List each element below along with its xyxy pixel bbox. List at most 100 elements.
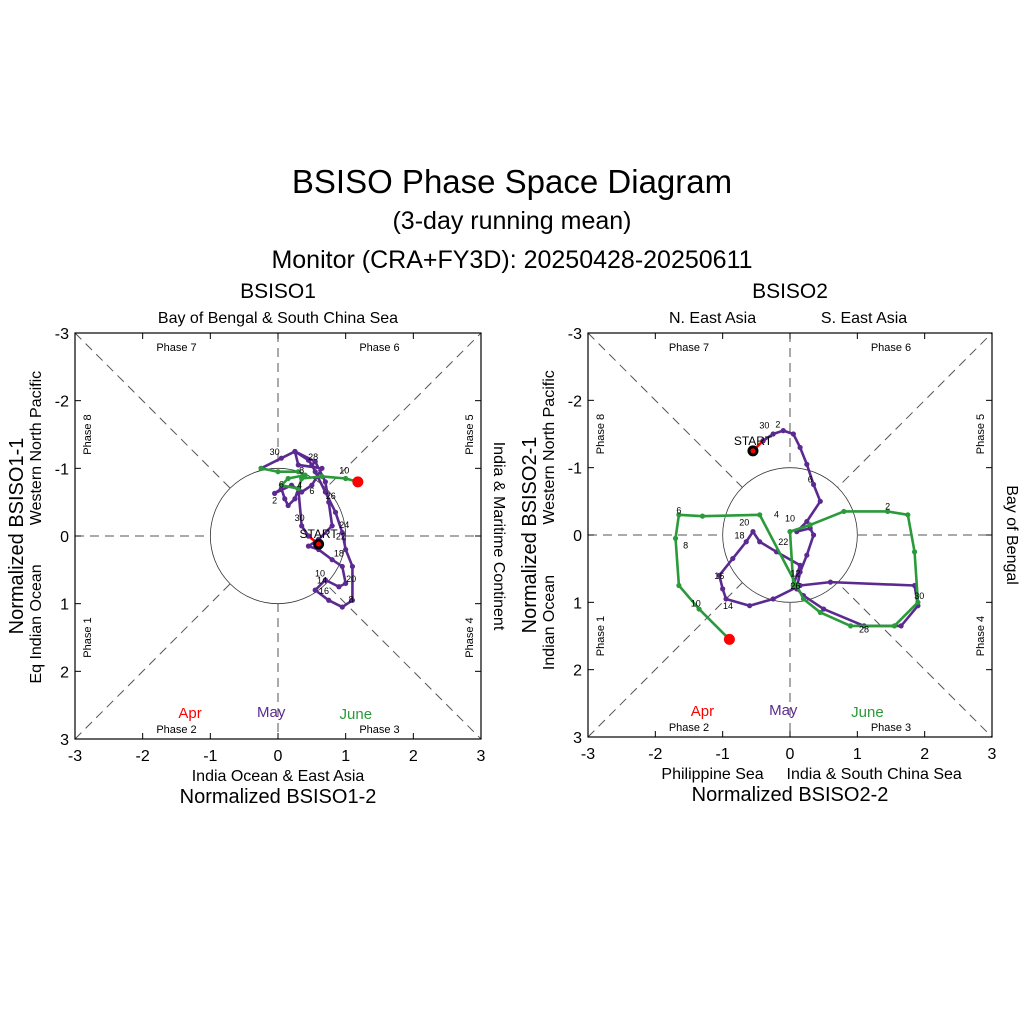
figure-title: BSISO Phase Space Diagram xyxy=(292,163,732,200)
day-point xyxy=(797,562,803,568)
day-point xyxy=(699,513,706,519)
day-label: 28 xyxy=(308,452,318,462)
x-tick-label: 0 xyxy=(274,748,283,765)
day-point xyxy=(326,499,332,505)
figure-period: Monitor (CRA+FY3D): 20250428-20250611 xyxy=(271,246,752,274)
day-point xyxy=(285,475,291,482)
phase-label: Phase 6 xyxy=(871,342,911,354)
x-axis-label: Normalized BSISO2-2 xyxy=(692,784,889,806)
y-tick-label: 3 xyxy=(573,730,582,747)
x-tick-label: -3 xyxy=(581,746,595,763)
day-point xyxy=(848,623,854,629)
legend-apr: Apr xyxy=(691,703,714,720)
end-marker xyxy=(723,633,735,645)
day-point xyxy=(911,549,918,555)
day-label: 26 xyxy=(326,491,336,501)
day-point xyxy=(770,431,776,437)
y-tick-label: -3 xyxy=(568,326,582,343)
day-point xyxy=(258,465,264,471)
day-point xyxy=(329,557,335,563)
start-label: START xyxy=(299,527,338,541)
day-point xyxy=(349,563,356,570)
day-point xyxy=(312,458,318,465)
y-tick-label: -2 xyxy=(568,393,582,410)
region-label-left-outer: Eq Indian Ocean xyxy=(28,564,45,683)
day-point xyxy=(696,606,702,612)
x-tick-label: 1 xyxy=(853,746,862,763)
day-point xyxy=(282,496,288,502)
phase-label: Phase 1 xyxy=(82,617,94,657)
day-point xyxy=(285,502,291,509)
phase-label: Phase 7 xyxy=(156,342,196,354)
day-point xyxy=(787,529,793,535)
day-point xyxy=(339,604,345,610)
region-label-bottom-left: Philippine Sea xyxy=(661,766,763,783)
day-point xyxy=(349,597,356,603)
phase-label: Phase 2 xyxy=(669,722,709,734)
legend-apr: Apr xyxy=(178,705,201,722)
day-point xyxy=(797,444,803,451)
region-label-left-inner: Western North Pacific xyxy=(541,370,558,524)
day-point xyxy=(278,455,284,461)
region-label-bottom-right: India & South China Sea xyxy=(787,766,962,783)
day-label: 22 xyxy=(778,537,788,547)
region-label-right: India & Maritime Continent xyxy=(490,442,507,631)
day-label: 28 xyxy=(859,625,869,635)
day-label: 30 xyxy=(914,591,924,601)
day-point xyxy=(747,603,753,609)
day-point xyxy=(312,469,318,475)
day-label: 2 xyxy=(272,496,277,506)
day-point xyxy=(319,473,325,480)
day-point xyxy=(817,609,823,616)
phase-label: Phase 1 xyxy=(595,616,607,656)
day-point xyxy=(672,535,679,541)
day-point xyxy=(295,469,301,475)
x-tick-label: 0 xyxy=(786,746,795,763)
day-label: 8 xyxy=(683,540,688,550)
day-point xyxy=(322,577,328,583)
day-label: 8 xyxy=(349,594,354,604)
day-point xyxy=(841,508,847,515)
phase-label: Phase 4 xyxy=(975,616,987,656)
day-label: 6 xyxy=(309,486,314,496)
day-point xyxy=(804,552,810,558)
day-point xyxy=(676,512,682,518)
phase-label: Phase 5 xyxy=(464,414,476,454)
day-point xyxy=(319,465,325,471)
day-point xyxy=(299,475,305,482)
day-point xyxy=(302,472,308,478)
day-point xyxy=(329,523,335,529)
y-tick-label: -1 xyxy=(568,461,582,478)
day-point xyxy=(676,582,682,589)
day-point xyxy=(827,579,834,585)
day-label: 4 xyxy=(297,481,302,491)
day-label: 10 xyxy=(315,569,325,579)
day-point xyxy=(810,532,817,538)
day-point xyxy=(339,530,345,536)
day-point xyxy=(807,522,813,528)
legend-may: May xyxy=(257,704,286,721)
x-axis-label: Normalized BSISO1-2 xyxy=(180,786,377,808)
day-label: 6 xyxy=(279,479,284,489)
day-label: 22 xyxy=(336,531,346,541)
y-tick-label: 2 xyxy=(573,663,582,680)
region-label-left-inner: Western North Pacific xyxy=(28,371,45,525)
day-point xyxy=(790,431,796,437)
day-point xyxy=(905,512,911,518)
y-tick-label: 0 xyxy=(573,528,582,545)
region-label-bottom: India Ocean & East Asia xyxy=(192,768,365,785)
day-point xyxy=(305,457,312,463)
x-tick-label: 3 xyxy=(477,748,486,765)
day-point xyxy=(343,546,349,553)
day-point xyxy=(898,623,904,629)
day-point xyxy=(292,448,298,455)
day-point xyxy=(730,555,736,562)
region-label-right: Bay of Bengal xyxy=(1003,485,1020,585)
day-label: 8 xyxy=(299,466,304,476)
day-point xyxy=(885,508,891,515)
day-label: 18 xyxy=(734,530,744,540)
phase-label: Phase 3 xyxy=(871,722,911,734)
